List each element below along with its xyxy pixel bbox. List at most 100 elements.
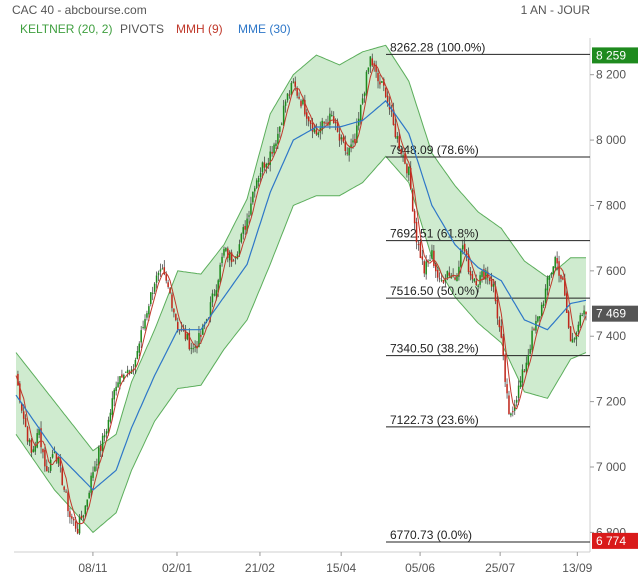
candle-body — [531, 330, 533, 350]
candle-body — [202, 325, 204, 335]
candle-body — [298, 96, 300, 99]
legend-pivots[interactable]: PIVOTS — [120, 22, 165, 36]
candle-body — [148, 306, 150, 315]
candle-body — [111, 398, 114, 415]
candle-body — [146, 313, 148, 318]
candle-body — [402, 155, 404, 157]
candle-body — [175, 313, 177, 321]
candle-body — [119, 376, 121, 385]
candle-body — [390, 110, 393, 112]
keltner-band — [16, 45, 586, 533]
pivot-label: 7948.09 (78.6%) — [390, 143, 479, 157]
candle-body — [421, 256, 424, 260]
chart-period[interactable]: 1 AN - JOUR — [520, 3, 590, 17]
candle-body — [155, 275, 158, 283]
candle-body — [523, 371, 526, 373]
candle-body — [90, 475, 92, 493]
candle-body — [409, 167, 412, 189]
candle-body — [440, 279, 443, 281]
candle-body — [59, 457, 62, 466]
candle-body — [377, 72, 379, 82]
candle-body — [42, 448, 44, 453]
candle-body — [40, 428, 42, 448]
candle-body — [279, 126, 281, 132]
candle-body — [481, 271, 483, 277]
legend-mme[interactable]: MME (30) — [238, 22, 291, 36]
candle-body — [198, 333, 200, 348]
candle-body — [38, 428, 40, 435]
legend-mmh[interactable]: MMH (9) — [176, 22, 223, 36]
candle-body — [84, 505, 87, 515]
candle-body — [539, 316, 541, 319]
price-tag-label: 6 774 — [596, 534, 626, 548]
candle-body — [65, 491, 67, 493]
candle-body — [286, 93, 289, 101]
candle-body — [71, 516, 73, 519]
candle-body — [342, 137, 345, 142]
candle-body — [369, 56, 372, 67]
candle-body — [46, 466, 48, 472]
candle-body — [57, 457, 60, 464]
candle-body — [565, 293, 568, 313]
candle-body — [280, 123, 283, 125]
candle-body — [535, 320, 537, 331]
candle-body — [496, 299, 499, 319]
candle-body — [178, 330, 181, 332]
candle-body — [577, 324, 580, 332]
candle-body — [315, 129, 318, 135]
candle-body — [30, 439, 33, 453]
candle-body — [49, 459, 52, 471]
y-tick-label: 8 000 — [596, 133, 626, 147]
candle-body — [381, 81, 383, 83]
candle-body — [550, 273, 553, 275]
candle-body — [159, 269, 162, 272]
candle-body — [263, 162, 266, 168]
price-tag — [592, 47, 638, 64]
candle-body — [317, 132, 320, 136]
price-tag — [592, 532, 638, 549]
candle-body — [86, 499, 89, 507]
candle-body — [446, 271, 449, 279]
candle-body — [246, 218, 248, 232]
candle-body — [404, 153, 406, 164]
candle-body — [21, 402, 23, 411]
candle-body — [105, 431, 108, 435]
candle-body — [354, 138, 356, 143]
candle-body — [282, 105, 285, 126]
candle-body — [309, 120, 312, 124]
candle-body — [498, 319, 501, 328]
candle-body — [53, 451, 56, 454]
candle-body — [425, 261, 427, 275]
candle-body — [558, 261, 560, 276]
candle-body — [126, 369, 129, 373]
y-tick-label: 8 200 — [596, 68, 626, 82]
candle-body — [82, 515, 85, 518]
keltner-upper-line — [15, 44, 586, 452]
candle-body — [479, 275, 481, 285]
x-tick-label: 13/09 — [562, 561, 592, 575]
candle-body — [32, 449, 35, 453]
candle-body — [331, 115, 333, 117]
candle-body — [250, 203, 252, 215]
candle-body — [200, 334, 202, 337]
candle-body — [454, 277, 456, 280]
candle-body — [107, 419, 110, 434]
candle-body — [419, 242, 422, 258]
candle-body — [350, 144, 352, 149]
candle-body — [186, 333, 189, 340]
candle-body — [448, 272, 451, 276]
y-tick-label: 7 400 — [596, 329, 626, 343]
candle-body — [396, 136, 399, 139]
candle-body — [161, 268, 164, 270]
candle-body — [506, 384, 508, 394]
candle-body — [477, 285, 479, 287]
candle-body — [311, 123, 314, 132]
candle-body — [469, 271, 472, 276]
candle-body — [304, 100, 306, 115]
legend-keltner[interactable]: KELTNER (20, 2) — [20, 22, 113, 36]
candle-body — [560, 274, 562, 279]
candle-body — [365, 71, 368, 96]
candle-body — [363, 93, 366, 97]
candle-body — [223, 249, 225, 256]
